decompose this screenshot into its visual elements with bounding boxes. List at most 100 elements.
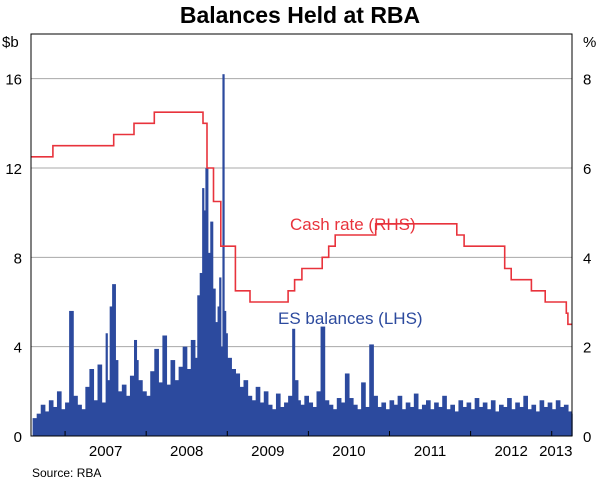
es-bar — [231, 369, 236, 436]
left-tick-label: 16 — [5, 72, 22, 89]
es-bar — [225, 333, 228, 436]
es-bar — [215, 322, 219, 436]
es-bar — [219, 277, 222, 436]
es-bar — [353, 404, 358, 436]
es-bar — [294, 380, 299, 436]
x-tick-label: 2009 — [251, 443, 284, 460]
es-bar — [199, 272, 203, 436]
es-bar — [458, 400, 464, 436]
es-bar — [52, 406, 58, 436]
es-bar — [421, 404, 427, 436]
es-bar — [154, 348, 159, 436]
es-bar — [138, 380, 143, 436]
cash-rate-annotation: Cash rate (RHS) — [290, 215, 416, 234]
es-bar — [170, 360, 176, 436]
es-bar — [409, 406, 415, 436]
es-bar — [77, 404, 82, 436]
es-bar — [69, 310, 74, 436]
es-bar — [194, 357, 198, 436]
x-tick-label: 2012 — [494, 443, 527, 460]
es-bar — [389, 400, 395, 436]
es-bar — [503, 406, 508, 436]
es-bar — [405, 402, 411, 436]
x-tick-label: 2007 — [89, 443, 122, 460]
es-bar — [81, 409, 86, 436]
es-bar — [109, 306, 113, 436]
es-bar — [182, 346, 188, 436]
es-bar — [297, 400, 301, 436]
es-bar — [494, 411, 500, 436]
es-bar — [397, 395, 403, 436]
es-bar — [304, 395, 309, 436]
es-bar — [190, 339, 196, 436]
es-bar — [107, 380, 111, 436]
es-bar — [515, 402, 520, 436]
es-bar — [332, 409, 338, 436]
right-axis-unit: % — [583, 34, 597, 51]
es-bar — [32, 418, 38, 436]
es-bar — [381, 402, 387, 436]
cash-rate-line — [31, 111, 572, 326]
es-bar — [393, 404, 399, 436]
es-bar — [470, 409, 476, 436]
es-bar — [146, 395, 151, 436]
es-bar — [150, 371, 155, 436]
es-bar — [227, 357, 232, 436]
es-bar — [312, 406, 318, 436]
es-bar — [255, 386, 261, 436]
es-bar — [243, 380, 249, 436]
es-bar — [507, 398, 512, 436]
chart-title: Balances Held at RBA — [179, 2, 421, 28]
gridlines — [31, 78, 572, 348]
es-bar — [40, 404, 46, 436]
es-bar — [417, 409, 423, 436]
es-bar — [186, 369, 192, 436]
es-bar — [73, 395, 78, 436]
es-bar — [174, 380, 180, 436]
x-tick-label: 2008 — [170, 443, 203, 460]
es-bar — [97, 364, 103, 436]
es-bar — [344, 373, 350, 436]
es-bar — [117, 391, 123, 436]
es-bar — [166, 384, 172, 436]
es-bar — [446, 409, 451, 436]
es-bar — [567, 411, 572, 436]
right-tick-label: 2 — [583, 340, 591, 357]
es-bar — [251, 400, 257, 436]
es-bar — [112, 284, 116, 436]
es-bar — [48, 400, 54, 436]
es-bar — [373, 395, 378, 436]
es-bar — [348, 398, 354, 436]
es-bar — [271, 409, 277, 436]
es-bar — [361, 382, 366, 436]
es-bar — [511, 409, 516, 436]
es-bar — [212, 288, 216, 436]
es-bar — [316, 391, 322, 436]
es-bar — [247, 395, 253, 436]
es-bar — [202, 188, 205, 436]
right-tick-label: 4 — [583, 250, 591, 267]
es-bar — [499, 404, 504, 436]
es-bar — [543, 406, 549, 436]
es-bar — [142, 391, 147, 436]
es-bar — [559, 406, 565, 436]
es-bar — [527, 409, 533, 436]
es-bar — [490, 400, 496, 436]
es-bar — [450, 404, 455, 436]
es-bar — [328, 404, 334, 436]
es-bar — [462, 406, 468, 436]
es-bar — [474, 398, 480, 436]
es-balances-annotation: ES balances (LHS) — [278, 309, 423, 328]
x-tick-label: 2013 — [539, 443, 572, 460]
es-bar — [134, 339, 138, 436]
es-bar — [482, 402, 488, 436]
right-tick-label: 8 — [583, 72, 591, 89]
es-bar — [178, 366, 184, 436]
es-bar — [466, 402, 472, 436]
es-bar — [300, 404, 305, 436]
es-bar — [547, 402, 553, 436]
es-bar — [539, 400, 545, 436]
es-bar — [369, 344, 374, 436]
es-bar — [36, 413, 42, 436]
left-axis-unit: $b — [2, 34, 19, 51]
